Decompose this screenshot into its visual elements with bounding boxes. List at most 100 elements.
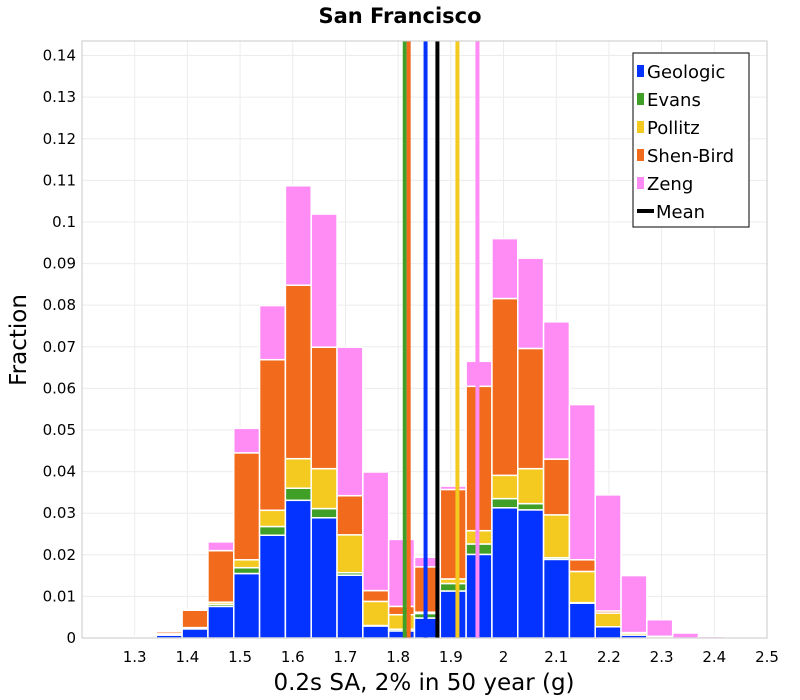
bar-zeng: [258, 304, 287, 361]
bar-geologic: [568, 602, 596, 639]
bar-geologic: [542, 558, 571, 639]
bar-pollitz: [258, 509, 287, 528]
bar-shen-bird: [439, 488, 467, 580]
legend-box: [632, 52, 750, 228]
bar-shen-bird: [181, 609, 209, 629]
legend-label: Zeng: [647, 174, 693, 195]
bar-geologic: [258, 534, 287, 639]
bar-geologic: [594, 626, 622, 639]
bar-shen-bird: [284, 284, 312, 460]
legend-swatch-shen-bird: [637, 149, 644, 161]
x-tick-label: 1.8: [386, 648, 410, 666]
x-tick-label: 1.9: [439, 648, 463, 666]
bar-zeng: [310, 213, 338, 348]
bar-pollitz: [594, 612, 622, 628]
y-tick-label: 0.13: [43, 88, 76, 106]
bar-zeng: [284, 185, 312, 286]
bar-shen-bird: [310, 346, 338, 470]
bar-pollitz: [517, 467, 545, 505]
bar-geologic: [517, 509, 545, 639]
x-tick-label: 2.2: [597, 648, 621, 666]
bar-geologic: [336, 574, 364, 639]
bar-geologic: [491, 507, 519, 639]
bar-geologic: [284, 499, 312, 639]
y-axis-ticks: 0 0.01 0.02 0.03 0.04 0.05 0.06 0.07 0.08 0.09 0.1…: [43, 47, 76, 647]
bar-shen-bird: [517, 347, 545, 470]
bar-geologic: [362, 625, 390, 639]
legend-label: Mean: [656, 202, 705, 223]
bar-zeng: [542, 321, 571, 460]
bar-evans: [233, 566, 261, 575]
bar-evans: [284, 487, 312, 502]
bar-geologic: [233, 572, 261, 639]
x-tick-label: 1.4: [175, 648, 199, 666]
legend-label: Evans: [647, 90, 701, 111]
legend-swatch-pollitz: [637, 121, 644, 133]
bar-geologic: [207, 605, 235, 639]
x-axis-ticks: 1.3 1.4 1.5 1.6 1.7 1.8 1.9 2 2.1 2.2 2.3 2.4 2.5: [123, 648, 779, 666]
bar-zeng: [207, 541, 235, 552]
y-tick-label: 0.03: [43, 504, 76, 522]
x-axis-label: 0.2s SA, 2% in 50 year (g): [273, 670, 574, 696]
bar-zeng: [517, 257, 545, 350]
bar-shen-bird: [568, 559, 596, 573]
bar-zeng: [181, 608, 209, 611]
y-tick-label: 0.09: [43, 255, 76, 273]
bar-pollitz: [362, 600, 390, 627]
bar-pollitz: [542, 514, 571, 559]
bar-geologic: [439, 590, 467, 639]
bar-shen-bird: [336, 494, 364, 536]
bar-zeng: [362, 471, 390, 592]
x-tick-label: 1.7: [334, 648, 358, 666]
legend-swatch-geologic: [637, 65, 644, 77]
y-tick-label: 0.06: [43, 379, 76, 397]
legend-swatch-evans: [637, 93, 644, 105]
x-tick-label: 2: [499, 648, 509, 666]
bar-evans: [439, 582, 467, 592]
y-tick-label: 0.07: [43, 338, 76, 356]
y-tick-label: 0.05: [43, 421, 76, 439]
y-tick-label: 0.08: [43, 296, 76, 314]
bar-zeng: [233, 427, 261, 454]
bar-shen-bird: [542, 458, 571, 516]
mean-lines: [402, 41, 480, 638]
bar-zeng: [568, 403, 596, 561]
bar-zeng: [129, 635, 158, 638]
bar-pollitz: [336, 534, 364, 574]
legend-items: Geologic Evans Pollitz Shen-Bird Zeng Mean: [637, 62, 734, 223]
bar-zeng: [671, 632, 700, 639]
bar-evans: [517, 502, 545, 511]
bar-shen-bird: [362, 589, 390, 603]
bars: [103, 185, 751, 639]
bar-zeng: [155, 630, 183, 633]
y-axis-label: Fraction: [6, 294, 32, 386]
x-tick-label: 1.5: [228, 648, 252, 666]
bar-shen-bird: [207, 549, 235, 603]
bar-zeng: [646, 618, 674, 638]
legend-label: Pollitz: [647, 118, 700, 139]
x-tick-label: 1.3: [123, 648, 147, 666]
bar-evans: [310, 507, 338, 519]
bar-evans: [258, 525, 287, 536]
bar-zeng: [491, 237, 519, 300]
y-tick-label: 0: [66, 629, 76, 647]
legend: Geologic Evans Pollitz Shen-Bird Zeng Mean: [632, 52, 750, 228]
bar-zeng: [620, 574, 648, 634]
bar-pollitz: [568, 570, 596, 604]
legend-label: Shen-Bird: [647, 146, 734, 167]
bar-pollitz: [233, 559, 261, 569]
bar-pollitz: [491, 474, 519, 500]
bar-pollitz: [310, 467, 338, 510]
x-tick-label: 2.1: [544, 648, 568, 666]
y-tick-label: 0.04: [43, 463, 76, 481]
x-tick-label: 1.6: [281, 648, 305, 666]
x-tick-label: 2.5: [755, 648, 779, 666]
y-tick-label: 0.01: [43, 587, 76, 605]
bar-pollitz: [284, 457, 312, 489]
bar-evans: [491, 497, 519, 509]
bar-geologic: [181, 628, 209, 639]
y-tick-label: 0.02: [43, 546, 76, 564]
bar-shen-bird: [233, 452, 261, 561]
y-tick-label: 0.12: [43, 130, 76, 148]
